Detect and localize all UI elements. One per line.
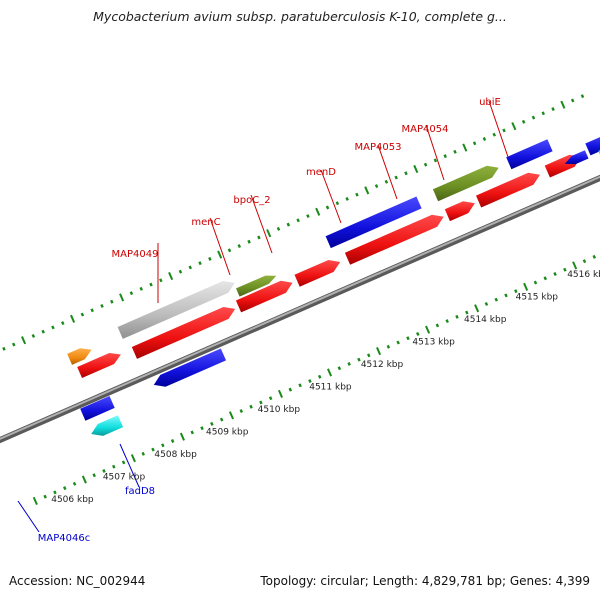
scale-label: 4515 kbp: [516, 292, 559, 302]
feature-reverse-cds[interactable]: [153, 348, 226, 387]
feature-blue-block[interactable]: [506, 139, 553, 170]
feature-olive[interactable]: [236, 275, 277, 297]
scale-label: 4516 kbp: [567, 270, 600, 280]
tick-track-lower: [32, 254, 597, 506]
leader-line: [250, 194, 273, 254]
gene-label[interactable]: MAP4054: [402, 124, 449, 135]
feature-forward-cds[interactable]: [476, 172, 540, 208]
gene-label[interactable]: MAP4046c: [38, 533, 90, 544]
leader-line: [17, 500, 40, 533]
feature-reverse-cds[interactable]: [564, 150, 589, 165]
leader-line: [425, 124, 445, 181]
tick-track-upper: [2, 94, 585, 351]
backbone: [0, 174, 600, 444]
scale-label: 4511 kbp: [309, 383, 352, 393]
feature-forward-cds[interactable]: [235, 280, 293, 313]
feature-rna[interactable]: [117, 281, 235, 339]
feature-orange[interactable]: [67, 348, 92, 365]
scale-label: 4506 kbp: [51, 495, 94, 505]
gene-label[interactable]: MAP4049: [112, 249, 159, 260]
gene-label[interactable]: fadD8: [125, 486, 155, 497]
leader-line: [209, 217, 231, 276]
leader-line: [119, 443, 140, 488]
scale-label: 4508 kbp: [154, 450, 197, 460]
scale-label: 4509 kbp: [206, 428, 249, 438]
feature-forward-cds[interactable]: [444, 201, 475, 222]
leader-line: [377, 144, 398, 200]
gene-label[interactable]: menC: [191, 217, 220, 228]
feature-reverse-cds[interactable]: [80, 396, 115, 421]
scale-label: 4512 kbp: [361, 360, 404, 370]
map-title: Mycobacterium avium subsp. paratuberculo…: [93, 9, 507, 24]
feature-forward-cds[interactable]: [294, 260, 341, 287]
leader-line: [488, 100, 509, 158]
genome-summary-text: Topology: circular; Length: 4,829,781 bp…: [260, 574, 590, 588]
gene-label[interactable]: MAP4053: [355, 142, 402, 153]
feature-blue-block[interactable]: [585, 134, 600, 156]
leader-line: [320, 169, 342, 224]
feature-forward-cds[interactable]: [77, 353, 121, 378]
accession-text: Accession: NC_002944: [9, 574, 146, 588]
feature-olive[interactable]: [432, 165, 499, 202]
feature-forward-cds[interactable]: [344, 214, 444, 265]
scale-label: 4507 kbp: [103, 473, 146, 483]
feature-blue-block[interactable]: [325, 196, 422, 249]
scale-label: 4513 kbp: [412, 337, 455, 347]
feature-cyan[interactable]: [91, 415, 124, 436]
gene-label[interactable]: bpoC_2: [233, 195, 270, 206]
scale-label: 4510 kbp: [258, 405, 301, 415]
scale-label: 4514 kbp: [464, 315, 507, 325]
gene-label[interactable]: menD: [306, 167, 336, 178]
gene-label[interactable]: ubiE: [479, 97, 501, 108]
backbone-highlight: [0, 175, 600, 440]
feature-forward-cds[interactable]: [131, 307, 236, 359]
